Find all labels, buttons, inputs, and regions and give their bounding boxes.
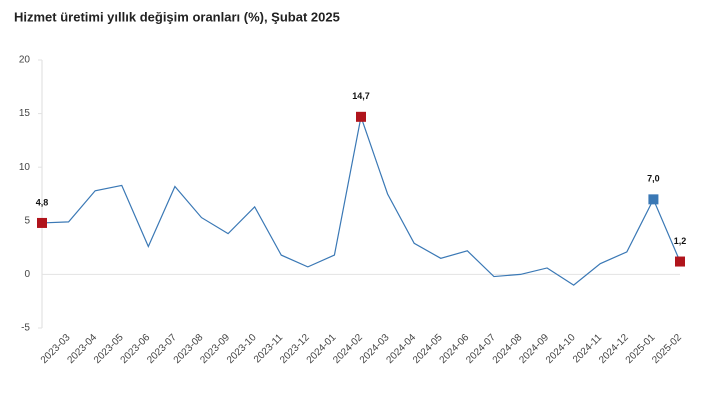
marker bbox=[37, 217, 47, 228]
y-tick-label: 0 bbox=[24, 269, 30, 280]
value-label: 14,7 bbox=[352, 91, 370, 101]
value-label: 7,0 bbox=[647, 174, 660, 184]
line bbox=[41, 114, 681, 286]
y-tick-label: 15 bbox=[19, 108, 31, 119]
y-tick-label: 10 bbox=[19, 162, 31, 173]
x-tick-label: 2025-02 bbox=[650, 332, 684, 366]
value-label: 4,8 bbox=[36, 197, 49, 207]
chart-title: Hizmet üretimi yıllık değişim oranları (… bbox=[14, 9, 340, 24]
marker bbox=[356, 111, 366, 122]
y-tick-label: -5 bbox=[21, 323, 30, 334]
marker bbox=[675, 256, 685, 267]
y-tick-label: 5 bbox=[24, 215, 30, 226]
marker bbox=[648, 194, 659, 205]
y-tick-label: 20 bbox=[19, 55, 31, 66]
value-label: 1,2 bbox=[674, 236, 687, 246]
